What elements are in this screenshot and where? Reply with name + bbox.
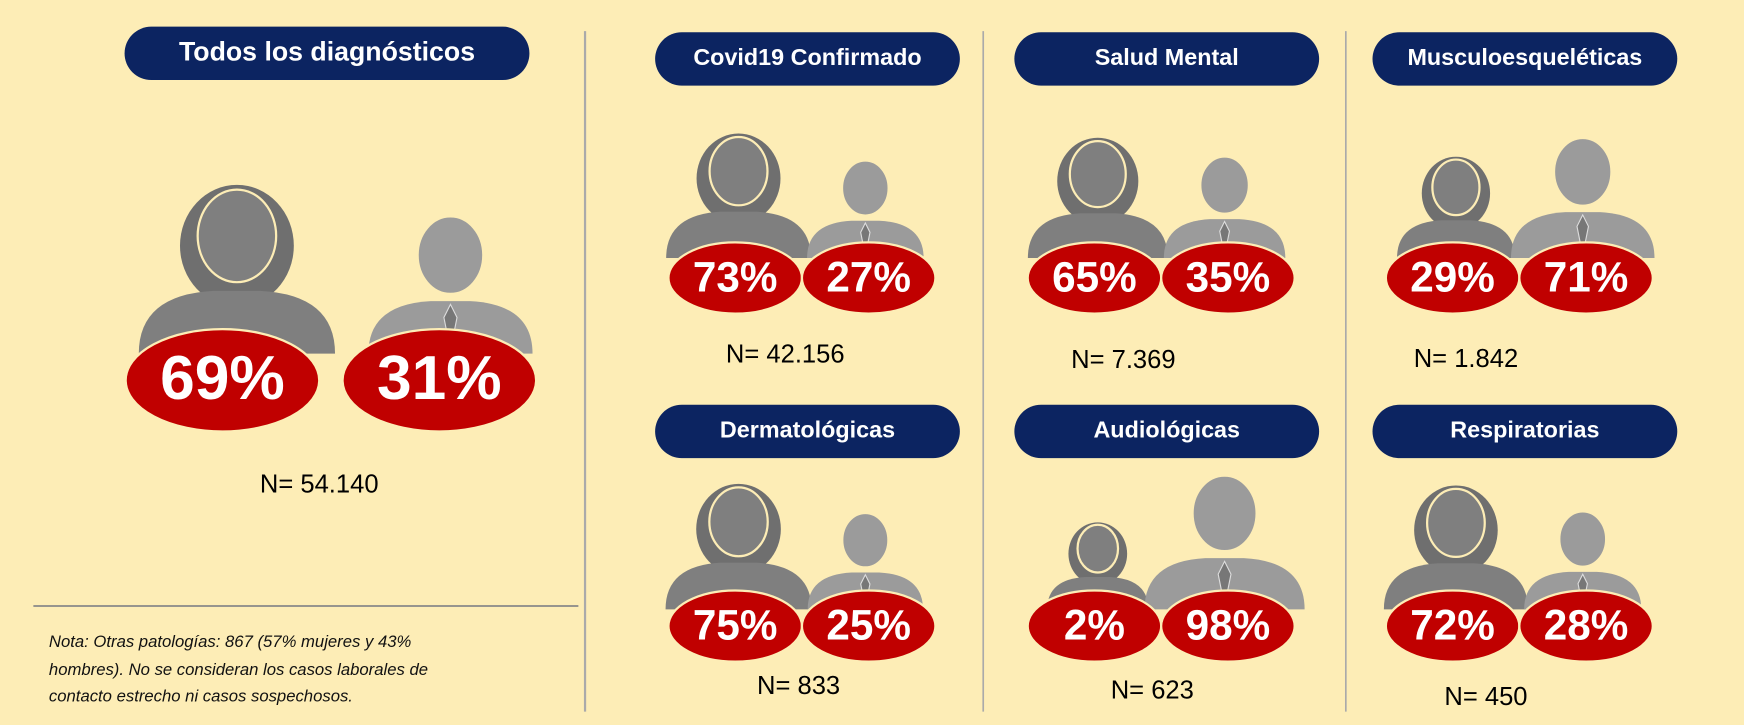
percent-badge [1160, 241, 1296, 315]
sample-size: N= 42.156 [726, 341, 845, 369]
percent-label: 2% [1064, 601, 1125, 648]
head [416, 215, 485, 295]
title-pill [655, 404, 960, 459]
note-line: hombres). No se consideran los casos lab… [49, 660, 428, 679]
head [840, 159, 890, 217]
panel-title: Respiratorias [1450, 417, 1599, 443]
title-pill [1014, 404, 1320, 459]
percent-label: 27% [826, 253, 911, 300]
panel-title: Covid19 Confirmado [693, 44, 921, 70]
percent-badge [1518, 241, 1654, 315]
percent-badge [1160, 589, 1296, 663]
percent-label: 98% [1186, 601, 1271, 648]
head [708, 486, 769, 558]
title-pill [1372, 32, 1678, 86]
panel-title: Audiológicas [1093, 417, 1240, 443]
percent-label: 72% [1410, 601, 1495, 648]
head [841, 511, 890, 569]
percent-badge [341, 328, 538, 433]
note-line: Nota: Otras patologías: 867 (57% mujeres… [49, 632, 412, 651]
sample-size: N= 7.369 [1071, 346, 1175, 374]
title-pill [655, 32, 960, 86]
percent-label: 31% [377, 344, 502, 413]
head [1076, 523, 1120, 574]
head [196, 188, 278, 284]
head [1552, 136, 1613, 207]
sample-size: N= 623 [1111, 676, 1194, 704]
panel-title: Todos los diagnósticos [179, 36, 475, 66]
sample-size: N= 1.842 [1414, 345, 1518, 373]
percent-badge [1518, 589, 1654, 663]
title-pill [1014, 32, 1320, 86]
head [1558, 510, 1608, 568]
panel-title: Dermatológicas [720, 417, 895, 443]
percent-badge [800, 241, 937, 315]
percent-label: 75% [693, 601, 778, 648]
percent-label: 25% [826, 601, 911, 648]
percent-badge [124, 328, 321, 433]
note-line: contacto estrecho ni casos sospechosos. [49, 687, 353, 706]
panel-title: Salud Mental [1095, 44, 1239, 70]
percent-label: 71% [1544, 253, 1629, 300]
sample-size: N= 54.140 [260, 471, 379, 499]
sample-size: N= 833 [757, 672, 840, 700]
head [1199, 155, 1250, 215]
sample-size: N= 450 [1444, 683, 1527, 711]
percent-label: 29% [1410, 253, 1495, 300]
head [1425, 487, 1486, 559]
percent-label: 28% [1544, 601, 1629, 648]
percent-badge [800, 589, 937, 663]
percent-label: 65% [1052, 253, 1137, 300]
head [1191, 474, 1258, 553]
percent-label: 73% [693, 253, 778, 300]
percent-label: 35% [1186, 253, 1271, 300]
title-pill [124, 26, 530, 81]
title-pill [1372, 404, 1678, 459]
percent-label: 69% [160, 344, 285, 413]
panel-title: Musculoesqueléticas [1407, 44, 1642, 70]
head [1068, 139, 1127, 209]
head [708, 135, 769, 207]
head [1431, 158, 1481, 217]
